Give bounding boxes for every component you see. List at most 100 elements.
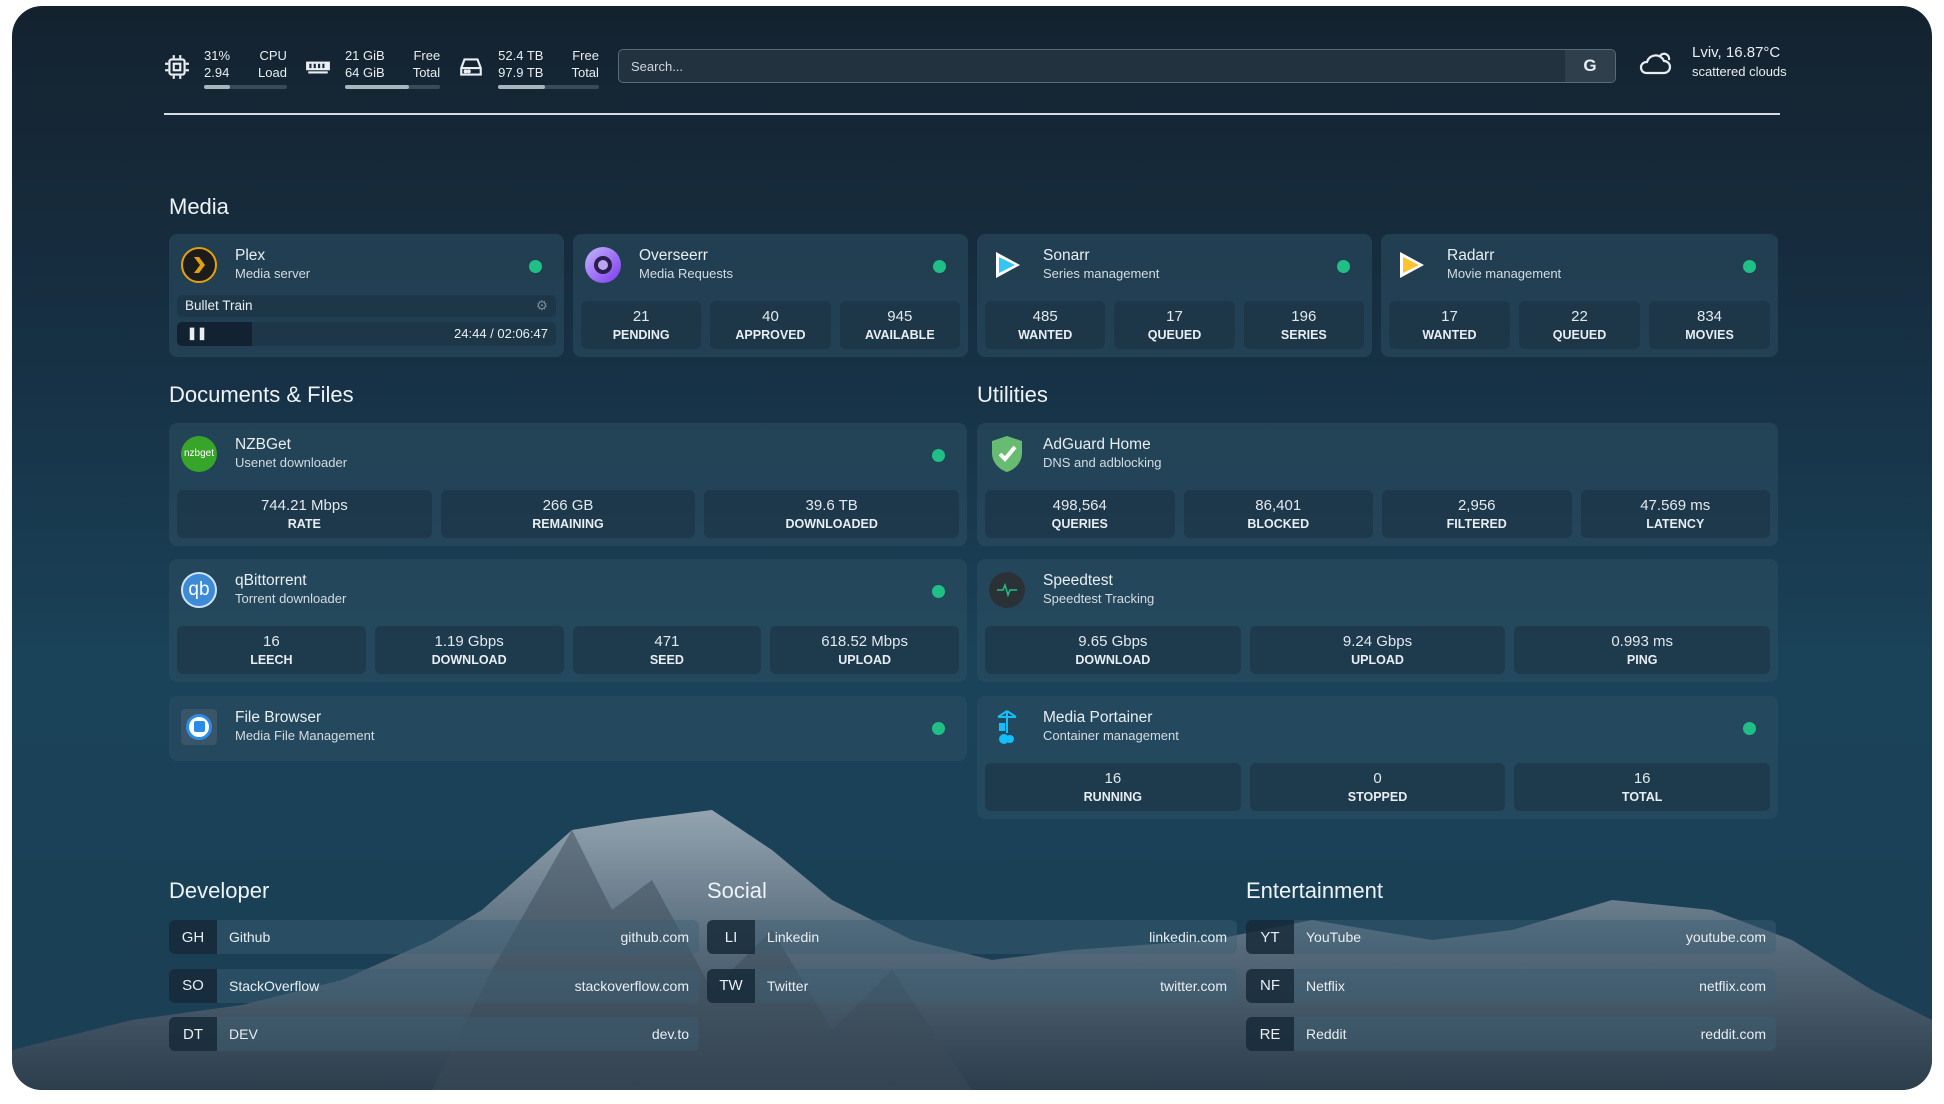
stat-box-stopped: 0 STOPPED [1249, 763, 1506, 811]
stat-value: 39.6 TB [805, 497, 858, 514]
stat-value: 9.24 Gbps [1342, 633, 1413, 650]
card-header: File Browser Media File Management [181, 708, 374, 745]
section-title-utilities: Utilities [977, 382, 1048, 407]
stat-label: PING [1626, 653, 1658, 667]
bookmark-stackoverflow[interactable]: SO StackOverflow stackoverflow.com [169, 968, 699, 1003]
google-search-button[interactable]: G [1565, 50, 1615, 82]
load-label: Load [258, 65, 287, 80]
weather-condition: scattered clouds [1692, 64, 1787, 79]
service-subtitle: Torrent downloader [235, 591, 347, 606]
bookmark-link[interactable]: StackOverflow stackoverflow.com [217, 968, 699, 1003]
stat-boxes: 16 RUNNING 0 STOPPED 16 TOTAL [985, 763, 1771, 811]
status-indicator [933, 260, 946, 273]
service-card-radarr[interactable]: Radarr Movie management 17 WANTED 22 QUEUED 83… [1381, 234, 1778, 357]
service-card-filebrowser[interactable]: File Browser Media File Management [169, 696, 967, 761]
cpu-usage-bar [204, 85, 287, 89]
service-card-overseerr[interactable]: Overseerr Media Requests 21 PENDING 40 APPROV… [573, 234, 968, 357]
card-text: AdGuard Home DNS and adblocking [1043, 435, 1162, 472]
section-title-developer: Developer [169, 878, 270, 903]
section-title-social: Social [707, 878, 767, 903]
stat-value: 471 [654, 633, 680, 650]
disk-total: 97.9 TB [498, 65, 544, 80]
bookmark-link[interactable]: YouTube youtube.com [1294, 920, 1776, 954]
stat-box-upload: 618.52 Mbps UPLOAD [770, 626, 959, 674]
stat-value: 0.993 ms [1611, 633, 1674, 650]
service-card-sonarr[interactable]: Sonarr Series management 485 WANTED 17 QUEUED… [977, 234, 1372, 357]
stat-value: 17 [1166, 308, 1183, 325]
service-card-nzbget[interactable]: nzbget NZBGet Usenet downloader 744.21 Mbps… [169, 423, 967, 546]
stat-label: DOWNLOAD [1075, 653, 1151, 667]
service-subtitle: Speedtest Tracking [1043, 591, 1155, 606]
stat-label: UPLOAD [1351, 653, 1404, 667]
stat-label: FILTERED [1446, 517, 1507, 531]
bookmark-linkedin[interactable]: LI Linkedin linkedin.com [707, 920, 1237, 954]
stat-value: 16 [1104, 770, 1122, 787]
service-title: Media Portainer [1043, 709, 1153, 726]
service-title: Speedtest [1043, 572, 1113, 589]
search-input[interactable] [619, 50, 1565, 82]
stat-value: 86,401 [1255, 497, 1302, 514]
bookmark-link[interactable]: DEV dev.to [217, 1017, 699, 1051]
card-header: Radarr Movie management [1393, 246, 1561, 283]
stat-label: QUEUED [1552, 328, 1607, 342]
stat-value: 1.19 Gbps [434, 633, 504, 650]
disk-icon [460, 58, 483, 76]
stat-label: LATENCY [1646, 517, 1705, 531]
service-card-qbittorrent[interactable]: qb qBittorrent Torrent downloader 16 LEECH 1.… [169, 559, 967, 682]
service-card-plex[interactable]: Plex Media server Bullet Train ⚙ ❚❚ 24:44 … [169, 234, 564, 357]
stat-box-download: 1.19 Gbps DOWNLOAD [374, 626, 564, 674]
pause-icon[interactable]: ❚❚ [187, 326, 208, 340]
stat-box-upload: 9.24 Gbps UPLOAD [1249, 626, 1506, 674]
memory-total: 64 GiB [344, 65, 385, 80]
card-text: Overseerr Media Requests [639, 246, 733, 283]
bookmark-github[interactable]: GH Github github.com [169, 920, 699, 954]
bookmark-netflix[interactable]: NF Netflix netflix.com [1246, 968, 1776, 1003]
service-subtitle: Media Requests [639, 266, 733, 281]
bookmark-link[interactable]: Reddit reddit.com [1294, 1017, 1776, 1051]
status-indicator [932, 722, 945, 735]
bookmark-link[interactable]: Twitter twitter.com [755, 968, 1237, 1003]
stat-box-running: 16 RUNNING [985, 763, 1241, 811]
bookmark-twitter[interactable]: TW Twitter twitter.com [707, 968, 1237, 1003]
card-text: File Browser Media File Management [235, 708, 374, 745]
bookmark-dev[interactable]: DT DEV dev.to [169, 1017, 699, 1051]
stat-label: APPROVED [735, 328, 806, 342]
bookmark-link[interactable]: Github github.com [217, 920, 699, 954]
now-playing: Bullet Train ⚙ [177, 295, 556, 317]
service-card-speedtest[interactable]: Speedtest Speedtest Tracking 9.65 Gbps DOWN… [977, 559, 1778, 682]
service-title: qBittorrent [235, 572, 307, 589]
stream-info-icon[interactable]: ⚙ [535, 298, 548, 313]
bookmark-name: StackOverflow [229, 977, 320, 994]
bookmark-youtube[interactable]: YT YouTube youtube.com [1246, 920, 1776, 954]
stat-label: STOPPED [1347, 790, 1408, 804]
status-indicator [1337, 260, 1350, 273]
status-indicator [932, 449, 945, 462]
stat-box-wanted: 485 WANTED [985, 301, 1106, 349]
search-bar: G [618, 49, 1616, 83]
disk-stat: 52.4 TB 97.9 TB Free Total [458, 47, 599, 89]
stat-box-queued: 22 QUEUED [1519, 301, 1640, 349]
stat-value: 266 GB [542, 497, 594, 514]
service-subtitle: Media File Management [235, 728, 375, 743]
service-subtitle: Series management [1043, 266, 1160, 281]
stat-value: 945 [887, 308, 913, 325]
service-card-adguard[interactable]: AdGuard Home DNS and adblocking 498,564 QUE… [977, 423, 1778, 546]
stat-box-wanted: 17 WANTED [1389, 301, 1510, 349]
total-label: Total [412, 65, 441, 80]
overseerr-icon [585, 246, 621, 283]
stat-label: REMAINING [532, 517, 604, 531]
bookmark-link[interactable]: Linkedin linkedin.com [755, 920, 1237, 954]
bookmark-link[interactable]: Netflix netflix.com [1294, 968, 1776, 1003]
bookmark-url: github.com [620, 929, 689, 945]
stat-box-pending: 21 PENDING [581, 301, 702, 349]
stat-box-queued: 17 QUEUED [1114, 301, 1235, 349]
stat-label: LEECH [250, 653, 293, 667]
service-title: NZBGet [235, 436, 291, 453]
playback-time: 24:44 / 02:06:47 [454, 326, 548, 341]
card-header: Speedtest Speedtest Tracking [989, 571, 1154, 608]
speedtest-icon [989, 571, 1025, 608]
mountain-background [12, 810, 1932, 1090]
service-card-portainer[interactable]: Media Portainer Container management 16 RUN… [977, 696, 1778, 819]
stat-label: BLOCKED [1247, 517, 1310, 531]
bookmark-reddit[interactable]: RE Reddit reddit.com [1246, 1017, 1776, 1051]
